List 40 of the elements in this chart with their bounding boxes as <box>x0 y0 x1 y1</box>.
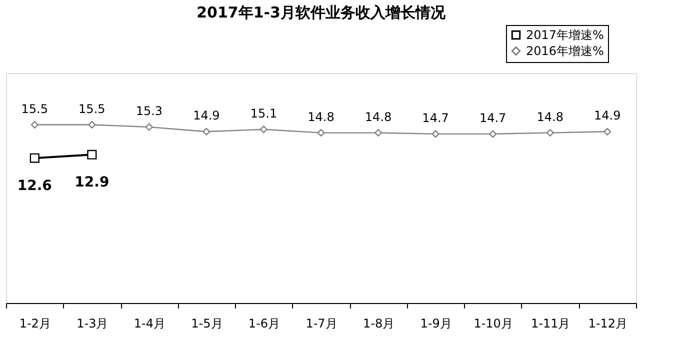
data-label: 15.1 <box>250 106 278 120</box>
x-tick-label: 1-4月 <box>134 316 166 330</box>
x-tick-label: 1-8月 <box>362 316 395 330</box>
legend-label: 2016年增速% <box>526 44 604 58</box>
point <box>489 130 497 138</box>
x-tick-label: 1-7月 <box>306 316 338 330</box>
data-label: 15.5 <box>21 102 48 116</box>
x-tick-label: 1-5月 <box>191 316 223 330</box>
point <box>317 129 325 137</box>
data-label: 14.7 <box>422 110 449 125</box>
point <box>432 130 440 138</box>
x-tick-label: 1-3月 <box>76 316 108 330</box>
point <box>145 123 153 131</box>
data-label: 14.8 <box>364 110 392 124</box>
x-tick-label: 1-2月 <box>19 316 51 330</box>
x-tick-label: 1-10月 <box>474 316 513 330</box>
point <box>374 129 382 137</box>
data-label: 12.6 <box>17 178 52 194</box>
point <box>202 128 210 136</box>
x-tick-label: 1-11月 <box>530 316 570 330</box>
legend-label: 2017年增速% <box>526 28 604 42</box>
data-label: 14.8 <box>536 110 564 124</box>
data-label: 14.9 <box>594 108 621 123</box>
point <box>87 150 97 160</box>
point <box>88 120 96 129</box>
chart-title: 2017年1-3月软件业务收入增长情况 <box>196 4 446 22</box>
data-label: 14.9 <box>193 108 220 123</box>
x-tick-label: 1-9月 <box>420 316 452 330</box>
point <box>30 153 40 163</box>
point <box>30 120 38 129</box>
x-tick-label: 1-12月 <box>588 316 628 330</box>
point <box>604 128 612 136</box>
data-label: 14.8 <box>308 110 334 124</box>
data-label: 15.3 <box>136 104 163 118</box>
data-label: 12.9 <box>74 174 110 191</box>
point <box>546 129 554 137</box>
data-label: 15.5 <box>78 102 106 116</box>
data-label: 14.7 <box>479 110 506 125</box>
x-tick-label: 1-6月 <box>248 316 280 330</box>
point <box>260 126 268 134</box>
